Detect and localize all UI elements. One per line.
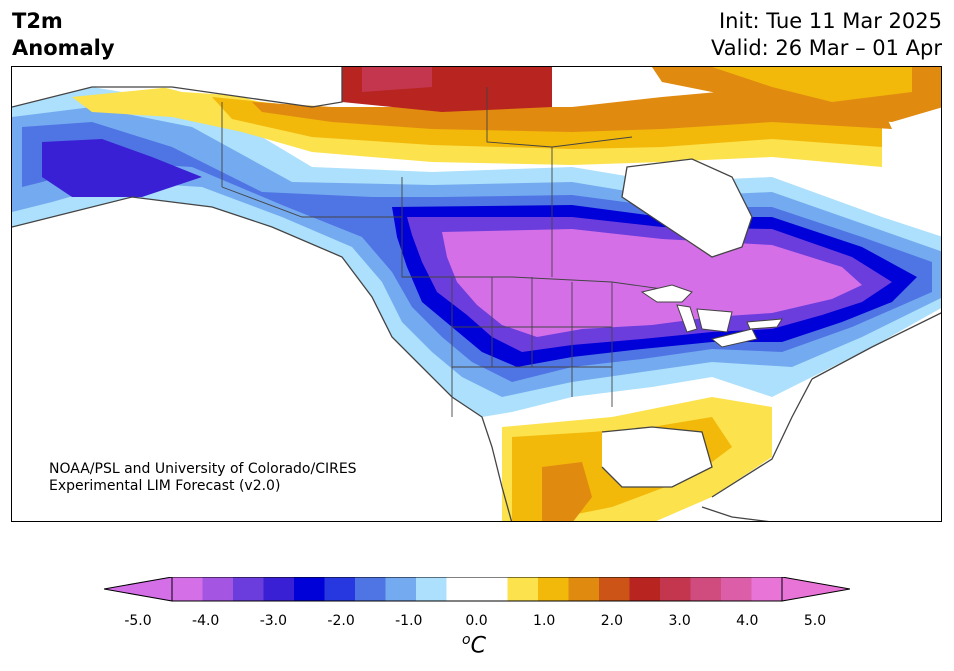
colorbar-cell xyxy=(263,577,295,601)
colorbar-tick-label: -4.0 xyxy=(192,613,220,629)
anomaly-band-warm-north-5 xyxy=(362,67,432,92)
anomaly-band-cold-4 xyxy=(42,139,202,197)
colorbar-cell xyxy=(507,577,539,601)
coastlines xyxy=(12,67,941,521)
atlantic-ocean xyxy=(656,312,941,521)
hudson-bay xyxy=(622,159,752,257)
colorbar-tick-label: 3.0 xyxy=(668,613,691,629)
colorbar-tick-label: 2.0 xyxy=(600,613,624,629)
map-credit: NOAA/PSL and University of Colorado/CIRE… xyxy=(49,461,357,495)
colorbar-cell xyxy=(202,577,234,601)
colorbar-cell xyxy=(294,577,325,601)
colorbar-cell xyxy=(690,577,722,601)
anomaly-map xyxy=(11,66,942,522)
pacific-ocean xyxy=(12,202,502,521)
colorbar-tick-label: -2.0 xyxy=(327,613,355,629)
map-title: T2m Anomaly xyxy=(12,8,115,62)
colorbar-tick-label: -5.0 xyxy=(124,613,152,629)
map-canvas xyxy=(12,67,941,521)
forecast-dates: Init: Tue 11 Mar 2025 Valid: 26 Mar – 01… xyxy=(711,8,942,62)
colorbar-tick-label: -1.0 xyxy=(395,613,423,629)
colorbar-tick-labels: -5.0 -4.0 -3.0 -2.0 -1.0 0.0 1.0 2.0 3.0 4.0 5.0 xyxy=(0,613,954,633)
anomaly-band-cold-core xyxy=(442,229,862,337)
colorbar-under-arrow xyxy=(104,577,173,602)
unit-letter: C xyxy=(470,633,486,659)
colorbar-cell xyxy=(233,577,264,601)
colorbar-cell xyxy=(538,577,569,601)
colorbar-cell xyxy=(324,577,356,601)
colorbar-tick-label: 5.0 xyxy=(803,613,827,629)
gulf-of-mexico xyxy=(602,427,712,487)
colorbar-cell xyxy=(629,577,661,601)
colorbar-units: oC xyxy=(462,632,486,658)
credit-line-1: NOAA/PSL and University of Colorado/CIRE… xyxy=(49,461,357,477)
political-borders xyxy=(221,87,663,417)
title-variable: T2m xyxy=(12,9,63,33)
great-lakes xyxy=(640,284,783,348)
colorbar-cell xyxy=(172,577,203,601)
colorbar-cell xyxy=(660,577,691,601)
colorbar-tick-label: 4.0 xyxy=(736,613,759,629)
colorbar-tick-label: 0.0 xyxy=(465,613,488,629)
colorbar-cells xyxy=(172,577,783,601)
colorbar xyxy=(104,577,850,602)
greenland-fragments xyxy=(652,67,941,122)
colorbar-cell xyxy=(477,577,508,601)
init-date: Init: Tue 11 Mar 2025 xyxy=(718,9,942,33)
colorbar-cell xyxy=(721,577,752,601)
colorbar-tick-label: -3.0 xyxy=(259,613,288,629)
colorbar-cell xyxy=(385,577,417,601)
colorbar-cell xyxy=(751,577,783,601)
colorbar-cell xyxy=(355,577,386,601)
credit-line-2: Experimental LIM Forecast (v2.0) xyxy=(49,478,281,494)
colorbar-cell xyxy=(446,577,478,601)
colorbar-cell xyxy=(416,577,447,601)
colorbar-cell xyxy=(599,577,630,601)
colorbar-tick-label: 1.0 xyxy=(533,613,556,629)
valid-date: Valid: 26 Mar – 01 Apr xyxy=(711,36,942,60)
unit-degree-symbol: o xyxy=(462,632,471,648)
anomaly-band-warm-north-3 xyxy=(252,87,892,132)
anomaly-band-warm-south-3 xyxy=(542,462,592,521)
colorbar-over-arrow xyxy=(781,577,850,602)
title-field: Anomaly xyxy=(12,36,115,60)
colorbar-cell xyxy=(568,577,600,601)
